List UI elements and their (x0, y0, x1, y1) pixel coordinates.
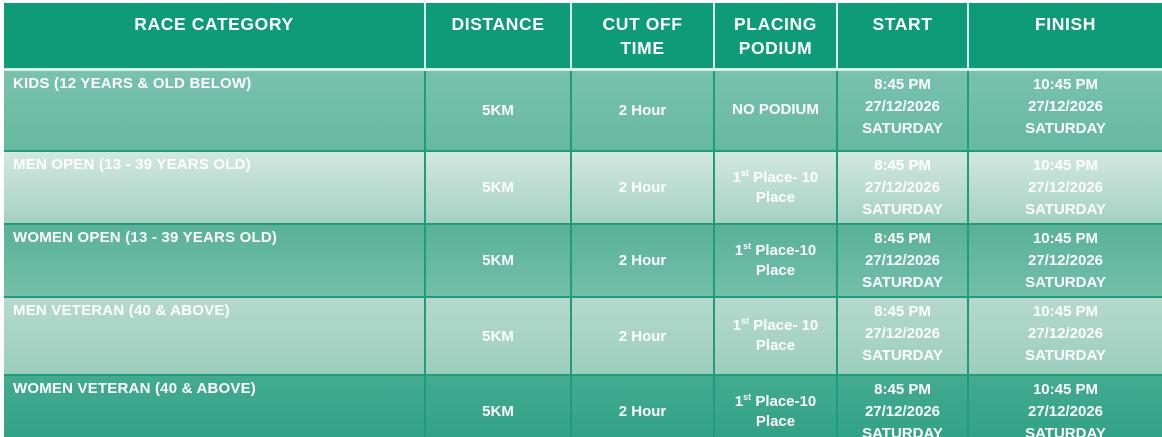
cell-category: MEN OPEN (13 - 39 YEARS OLD) (4, 150, 425, 224)
cell-placing: NO PODIUM (713, 67, 837, 151)
cell-placing: 1st Place- 10 Place (713, 296, 837, 375)
cell-finish: 10:45 PM 27/12/2026 SATURDAY (967, 296, 1162, 375)
cell-cutoff: 2 Hour (570, 223, 714, 297)
cell-finish: 10:45 PM 27/12/2026 SATURDAY (967, 374, 1162, 437)
header-distance: DISTANCE (424, 3, 571, 69)
start-time: 8:45 PM (874, 157, 931, 174)
start-date: 27/12/2026 (864, 179, 941, 196)
placing-text: 1st Place-10 (734, 391, 817, 410)
placing-text: 1st Place- 10 (732, 316, 819, 335)
cell-category: KIDS (12 YEARS & OLD BELOW) (4, 67, 425, 151)
cell-start: 8:45 PM 27/12/2026 SATURDAY (836, 223, 968, 297)
cell-placing: 1st Place-10 Place (713, 374, 837, 437)
cell-category: MEN VETERAN (40 & ABOVE) (4, 296, 425, 375)
cell-category: WOMEN VETERAN (40 & ABOVE) (4, 374, 425, 437)
finish-time: 10:45 PM (1032, 230, 1099, 247)
table-row-kids: KIDS (12 YEARS & OLD BELOW) 5KM 2 Hour N… (4, 67, 1162, 151)
table-row-men-veteran: MEN VETERAN (40 & ABOVE) 5KM 2 Hour 1st … (4, 296, 1162, 375)
start-time: 8:45 PM (874, 303, 931, 320)
cell-category: WOMEN OPEN (13 - 39 YEARS OLD) (4, 223, 425, 297)
cell-distance: 5KM (424, 223, 571, 297)
start-time: 8:45 PM (874, 381, 931, 398)
cell-finish: 10:45 PM 27/12/2026 SATURDAY (967, 223, 1162, 297)
cell-finish: 10:45 PM 27/12/2026 SATURDAY (967, 150, 1162, 224)
placing-text-line2: Place (755, 188, 796, 206)
start-day: SATURDAY (862, 201, 943, 218)
cell-distance: 5KM (424, 296, 571, 375)
cell-placing: 1st Place- 10 Place (713, 150, 837, 224)
placing-text: 1st Place-10 (734, 240, 817, 259)
cell-cutoff: 2 Hour (570, 296, 714, 375)
placing-text-line2: Place (755, 337, 796, 354)
header-finish: FINISH (967, 3, 1162, 69)
cell-distance: 5KM (424, 150, 571, 224)
placing-text: 1st Place- 10 (732, 167, 819, 186)
finish-time: 10:45 PM (1032, 157, 1099, 174)
cell-distance: 5KM (424, 67, 571, 151)
header-placing-podium: PLACING PODIUM (713, 3, 837, 69)
cell-start: 8:45 PM 27/12/2026 SATURDAY (836, 150, 968, 224)
finish-day: SATURDAY (1025, 347, 1106, 364)
start-day: SATURDAY (862, 119, 943, 137)
start-day: SATURDAY (862, 274, 943, 291)
finish-date: 27/12/2026 (1027, 97, 1104, 115)
cell-finish: 10:45 PM 27/12/2026 SATURDAY (967, 67, 1162, 151)
finish-date: 27/12/2026 (1027, 403, 1104, 420)
finish-day: SATURDAY (1025, 425, 1106, 437)
finish-date: 27/12/2026 (1027, 179, 1104, 196)
finish-day: SATURDAY (1025, 119, 1106, 137)
cell-cutoff: 2 Hour (570, 150, 714, 224)
finish-time: 10:45 PM (1032, 381, 1099, 398)
finish-time: 10:45 PM (1032, 75, 1099, 93)
start-date: 27/12/2026 (864, 403, 941, 420)
table-header-row: RACE CATEGORY DISTANCE CUT OFF TIME PLAC… (4, 3, 1162, 69)
finish-date: 27/12/2026 (1027, 252, 1104, 269)
cell-cutoff: 2 Hour (570, 67, 714, 151)
start-date: 27/12/2026 (864, 97, 941, 115)
start-day: SATURDAY (862, 425, 943, 437)
header-start: START (836, 3, 968, 69)
finish-date: 27/12/2026 (1027, 325, 1104, 342)
placing-text-line2: Place (755, 412, 796, 430)
cell-cutoff: 2 Hour (570, 374, 714, 437)
cell-start: 8:45 PM 27/12/2026 SATURDAY (836, 67, 968, 151)
cell-start: 8:45 PM 27/12/2026 SATURDAY (836, 296, 968, 375)
start-day: SATURDAY (862, 347, 943, 364)
table-row-women-open: WOMEN OPEN (13 - 39 YEARS OLD) 5KM 2 Hou… (4, 223, 1162, 297)
start-time: 8:45 PM (874, 230, 931, 247)
cell-placing: 1st Place-10 Place (713, 223, 837, 297)
placing-text-line2: Place (755, 261, 796, 279)
cell-start: 8:45 PM 27/12/2026 SATURDAY (836, 374, 968, 437)
start-date: 27/12/2026 (864, 325, 941, 342)
table-row-women-veteran: WOMEN VETERAN (40 & ABOVE) 5KM 2 Hour 1s… (4, 374, 1162, 437)
finish-day: SATURDAY (1025, 274, 1106, 291)
race-schedule-table: RACE CATEGORY DISTANCE CUT OFF TIME PLAC… (4, 3, 1162, 437)
table-row-men-open: MEN OPEN (13 - 39 YEARS OLD) 5KM 2 Hour … (4, 150, 1162, 224)
header-race-category: RACE CATEGORY (134, 14, 294, 34)
finish-time: 10:45 PM (1032, 303, 1099, 320)
start-date: 27/12/2026 (864, 252, 941, 269)
finish-day: SATURDAY (1025, 201, 1106, 218)
start-time: 8:45 PM (874, 75, 931, 93)
cell-distance: 5KM (424, 374, 571, 437)
header-cut-off-time: CUT OFF TIME (570, 3, 714, 69)
